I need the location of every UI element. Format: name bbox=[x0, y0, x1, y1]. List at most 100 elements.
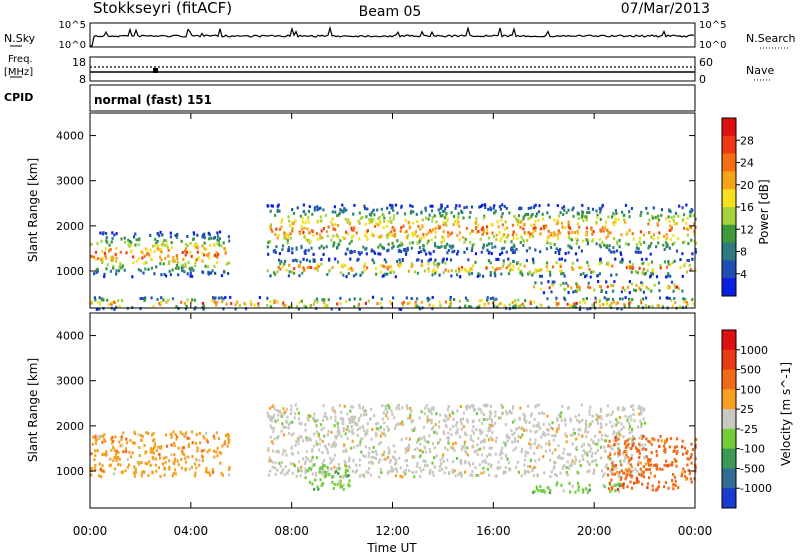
colorbar-segment bbox=[722, 207, 736, 226]
heatmap-cell bbox=[670, 298, 673, 302]
heatmap-cell bbox=[347, 232, 350, 236]
heatmap-cell bbox=[523, 463, 526, 467]
heatmap-cell bbox=[690, 480, 693, 484]
heatmap-cell bbox=[269, 424, 272, 428]
heatmap-cell bbox=[595, 463, 598, 467]
heatmap-cell bbox=[125, 450, 128, 454]
heatmap-cell bbox=[274, 299, 277, 303]
heatmap-cell bbox=[364, 222, 367, 226]
heatmap-cell bbox=[333, 453, 336, 457]
heatmap-cell bbox=[353, 226, 356, 230]
heatmap-cell bbox=[334, 470, 337, 474]
heatmap-cell bbox=[599, 217, 602, 221]
heatmap-cell bbox=[507, 264, 510, 268]
heatmap-cell bbox=[514, 465, 518, 469]
heatmap-cell bbox=[612, 289, 615, 293]
heatmap-cell bbox=[629, 414, 632, 418]
heatmap-cell bbox=[282, 433, 286, 437]
heatmap-cell bbox=[310, 229, 313, 233]
heatmap-cell bbox=[566, 452, 569, 456]
heatmap-cell bbox=[268, 240, 272, 244]
heatmap-cell bbox=[433, 214, 436, 218]
heatmap-cell bbox=[133, 441, 136, 445]
heatmap-cell bbox=[602, 474, 605, 478]
heatmap-cell bbox=[690, 461, 693, 465]
heatmap-cell bbox=[289, 232, 292, 236]
heatmap-cell bbox=[311, 448, 314, 452]
heatmap-cell bbox=[353, 305, 356, 309]
heatmap-cell bbox=[90, 466, 93, 470]
heatmap-cell bbox=[499, 239, 502, 243]
heatmap-cell bbox=[371, 450, 374, 454]
heatmap-cell bbox=[128, 240, 131, 243]
heatmap-cell bbox=[457, 472, 460, 476]
heatmap-cell bbox=[617, 218, 620, 222]
heatmap-cell bbox=[473, 242, 476, 246]
heatmap-cell bbox=[374, 456, 378, 460]
heatmap-cell bbox=[434, 242, 437, 245]
heatmap-cell bbox=[328, 473, 331, 477]
heatmap-cell bbox=[225, 251, 228, 255]
heatmap-cell bbox=[278, 209, 281, 213]
heatmap-cell bbox=[466, 270, 469, 274]
heatmap-cell bbox=[526, 451, 529, 455]
heatmap-cell bbox=[269, 274, 272, 278]
heatmap-cell bbox=[645, 437, 648, 441]
heatmap-cell bbox=[531, 273, 534, 277]
heatmap-cell bbox=[493, 204, 496, 208]
heatmap-cell bbox=[639, 230, 642, 234]
heatmap-cell bbox=[521, 426, 524, 430]
heatmap-cell bbox=[147, 431, 150, 435]
heatmap-cell bbox=[489, 206, 492, 210]
heatmap-cell bbox=[666, 244, 669, 248]
heatmap-cell bbox=[688, 472, 691, 476]
heatmap-cell bbox=[306, 417, 309, 420]
heatmap-cell bbox=[253, 303, 256, 307]
heatmap-cell bbox=[318, 246, 321, 250]
heatmap-cell bbox=[194, 242, 197, 246]
heatmap-cell bbox=[216, 241, 219, 245]
heatmap-cell bbox=[189, 271, 192, 275]
heatmap-cell bbox=[628, 291, 631, 295]
heatmap-cell bbox=[435, 454, 438, 458]
heatmap-cell bbox=[182, 446, 185, 450]
heatmap-cell bbox=[410, 262, 413, 266]
heatmap-cell bbox=[668, 219, 671, 223]
heatmap-cell bbox=[333, 465, 336, 469]
heatmap-cell bbox=[300, 227, 304, 231]
heatmap-cell bbox=[555, 430, 558, 434]
heatmap-cell bbox=[219, 230, 222, 234]
heatmap-cell bbox=[486, 243, 489, 247]
heatmap-cell bbox=[456, 457, 459, 460]
heatmap-cell bbox=[294, 219, 297, 223]
heatmap-cell bbox=[125, 437, 128, 441]
heatmap-cell bbox=[517, 298, 520, 302]
heatmap-cell bbox=[380, 453, 383, 457]
heatmap-cell bbox=[664, 481, 668, 485]
heatmap-cell bbox=[302, 231, 305, 234]
heatmap-cell bbox=[431, 204, 434, 208]
heatmap-cell bbox=[190, 465, 194, 469]
heatmap-cell bbox=[327, 442, 330, 446]
heatmap-cell bbox=[417, 224, 420, 228]
heatmap-cell bbox=[543, 490, 546, 494]
heatmap-cell bbox=[185, 250, 189, 254]
heatmap-cell bbox=[687, 259, 690, 263]
heatmap-cell bbox=[337, 428, 340, 432]
heatmap-cell bbox=[551, 282, 554, 286]
heatmap-cell bbox=[477, 305, 481, 309]
heatmap-cell bbox=[567, 223, 570, 227]
heatmap-cell bbox=[425, 404, 428, 408]
heatmap-cell bbox=[339, 271, 342, 275]
heatmap-cell bbox=[346, 412, 349, 416]
heatmap-cell bbox=[557, 221, 560, 225]
heatmap-cell bbox=[493, 211, 496, 215]
heatmap-cell bbox=[546, 486, 549, 490]
heatmap-cell bbox=[365, 246, 368, 250]
heatmap-cell bbox=[362, 406, 365, 410]
heatmap-cell bbox=[457, 250, 460, 253]
heatmap-cell bbox=[389, 300, 392, 304]
heatmap-cell bbox=[583, 301, 587, 305]
heatmap-cell bbox=[349, 419, 352, 423]
heatmap-cell bbox=[653, 283, 656, 287]
